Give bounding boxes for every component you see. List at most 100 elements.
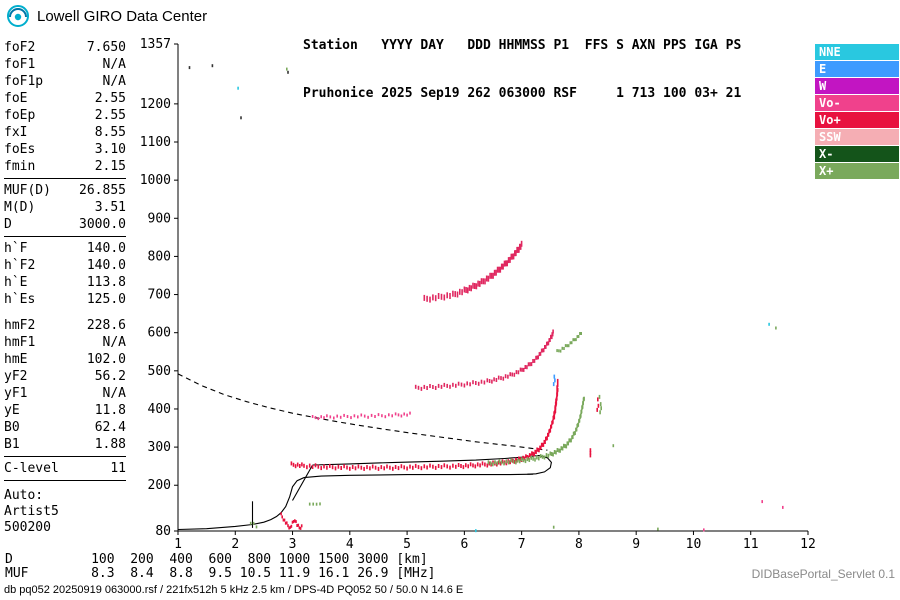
parameter-panel: foF2 7.650 foF1 N/A foF1p N/A foE 2.55 foEp 2.55 f… [4,39,126,535]
svg-text:2: 2 [231,537,239,552]
svg-text:1: 1 [174,537,182,552]
param-name: foF1p [4,74,44,89]
param-row: yF1 N/A [4,385,126,402]
brand-title: Lowell GIRO Data Center [37,7,208,25]
svg-text:400: 400 [148,402,171,417]
param-value: 228.6 [86,318,126,333]
svg-text:80: 80 [155,524,171,539]
param-name: D [4,217,12,232]
param-name: h`F [4,241,28,256]
legend-item: W [815,78,899,94]
svg-text:1100: 1100 [140,135,171,150]
param-name: B1 [4,437,20,452]
param-name: yF2 [4,369,28,384]
distance-row: D 100 200 400 600 800 1000 1500 3000 [km… [5,552,428,567]
autoscaling-line: 500200 [4,520,51,535]
svg-text:900: 900 [148,211,171,226]
svg-text:700: 700 [148,288,171,303]
legend-item: SSW [815,129,899,145]
param-name: foF1 [4,57,36,72]
svg-text:9: 9 [632,537,640,552]
param-row: hmF1 N/A [4,334,126,351]
param-name: fmin [4,159,36,174]
muf-row: MUF 8.3 8.4 8.8 9.5 10.5 11.9 16.1 26.9 … [5,566,436,581]
legend-item: E [815,61,899,77]
param-name: fxI [4,125,28,140]
param-row: yF2 56.2 [4,368,126,385]
svg-text:200: 200 [148,478,171,493]
param-value: 140.0 [86,258,126,273]
giro-logo-icon [7,5,29,27]
svg-text:11: 11 [743,537,759,552]
legend-item: Vo- [815,95,899,111]
param-name: B0 [4,420,20,435]
param-separator [4,178,126,179]
svg-text:1357: 1357 [140,37,171,52]
param-row: foEp 2.55 [4,107,126,124]
param-value: 1.88 [94,437,126,452]
autoscaling-line: Auto: [4,488,44,503]
param-name: h`E [4,275,28,290]
param-separator [4,236,126,237]
legend-item: X- [815,146,899,162]
param-value: 125.0 [86,292,126,307]
param-name: MUF(D) [4,183,51,198]
param-row: B0 62.4 [4,419,126,436]
param-row: h`F 140.0 [4,240,126,257]
param-name: yF1 [4,386,28,401]
header-column-names: Station YYYY DAY DDD HHMMSS P1 FFS S AXN… [303,38,742,53]
param-value: 2.15 [94,159,126,174]
param-name: h`F2 [4,258,36,273]
param-name: hmF2 [4,318,36,333]
param-value: 7.650 [86,40,126,55]
param-value: 102.0 [86,352,126,367]
param-value: 62.4 [94,420,126,435]
param-row: hmF2 228.6 [4,317,126,334]
param-value: 11.8 [94,403,126,418]
param-value: N/A [102,57,126,72]
param-row: B1 1.88 [4,436,126,453]
param-value: 3.10 [94,142,126,157]
legend-item: NNE [815,44,899,60]
svg-text:500: 500 [148,364,171,379]
param-name: yE [4,403,20,418]
param-value: N/A [102,335,126,350]
param-row: yE 11.8 [4,402,126,419]
svg-text:10: 10 [686,537,702,552]
param-separator [4,480,126,481]
param-value: N/A [102,74,126,89]
param-name: h`Es [4,292,36,307]
svg-text:1200: 1200 [140,97,171,112]
brand: Lowell GIRO Data Center [6,4,207,28]
param-row: foEs 3.10 [4,141,126,158]
svg-text:1000: 1000 [140,173,171,188]
param-value: 3.51 [94,200,126,215]
param-value: 26.855 [79,183,126,198]
footer-info: db pq052 20250919 063000.rsf / 221fx512h… [4,584,464,596]
svg-text:600: 600 [148,326,171,341]
svg-text:3: 3 [289,537,297,552]
param-value: 11 [110,461,126,476]
param-name: M(D) [4,200,36,215]
param-row: h`F2 140.0 [4,257,126,274]
svg-text:800: 800 [148,249,171,264]
param-value: 140.0 [86,241,126,256]
svg-text:7: 7 [518,537,526,552]
param-row: foF1p N/A [4,73,126,90]
param-name: C-level [4,461,59,476]
param-separator [4,456,126,457]
param-value: 3000.0 [79,217,126,232]
legend-item: X+ [815,163,899,179]
param-value: 8.55 [94,125,126,140]
param-value: 113.8 [86,275,126,290]
param-row: C-level 11 [4,460,126,477]
svg-text:8: 8 [575,537,583,552]
svg-text:300: 300 [148,440,171,455]
svg-text:6: 6 [460,537,468,552]
header-values: Pruhonice 2025 Sep19 262 063000 RSF 1 71… [303,86,742,101]
param-name: foE [4,91,28,106]
param-value: 2.55 [94,91,126,106]
param-row: foF1 N/A [4,56,126,73]
servlet-label: DIDBasePortal_Servlet 0.1 [751,567,895,581]
svg-text:5: 5 [403,537,411,552]
